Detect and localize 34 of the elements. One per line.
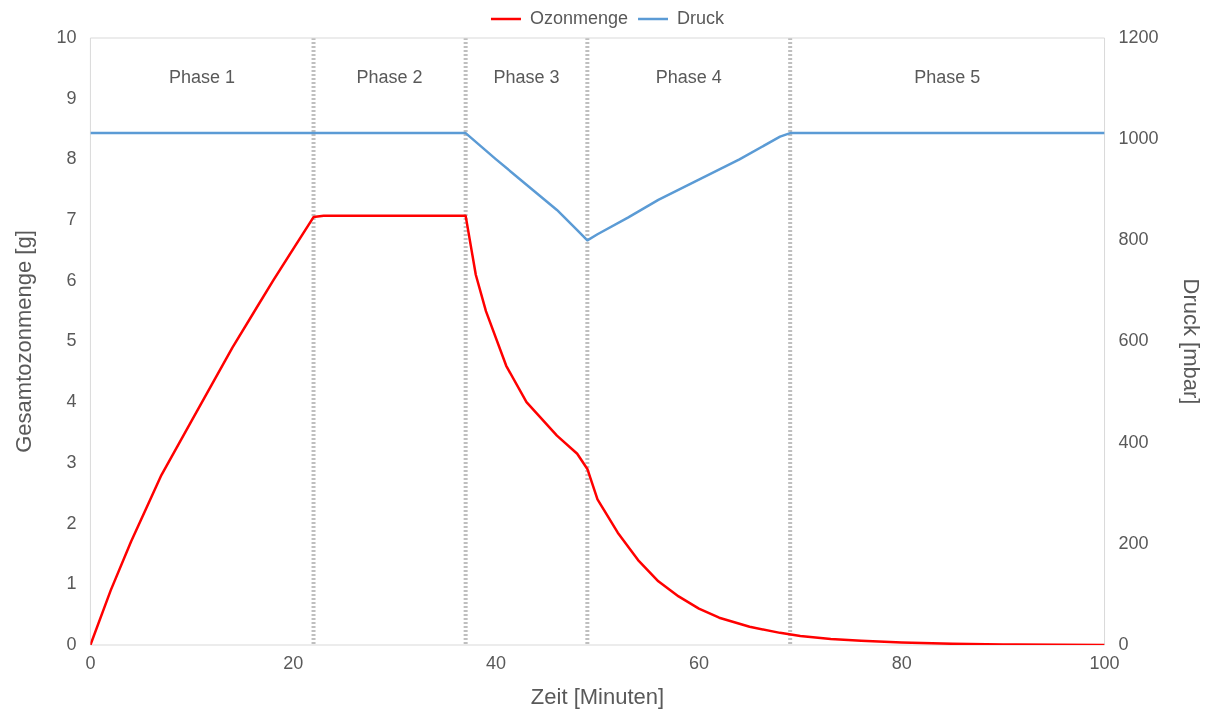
y-tick-label: 10 xyxy=(56,26,77,47)
x-axis-title: Zeit [Minuten] xyxy=(530,683,665,709)
x-tick-label: 100 xyxy=(1089,652,1120,673)
y-tick-label: 2 xyxy=(66,512,77,533)
annotation: Phase 3 xyxy=(493,66,560,87)
x-tick-label: 60 xyxy=(688,652,709,673)
y-tick-label: 7 xyxy=(66,209,77,230)
annotation: Phase 2 xyxy=(356,66,423,87)
annotation: Phase 5 xyxy=(914,66,981,87)
annotation: Phase 1 xyxy=(168,66,236,87)
y-tick-label: 0 xyxy=(66,633,77,654)
y-tick-label: 5 xyxy=(66,330,77,351)
x-tick-label: 80 xyxy=(891,652,912,673)
annotation: Phase 4 xyxy=(655,66,722,87)
y-axis-title: Gesamtozonmenge [g] xyxy=(11,230,37,453)
y-tick-label: 1 xyxy=(66,573,77,594)
y2-tick-label: 0 xyxy=(1118,633,1129,654)
x-tick-label: 40 xyxy=(486,652,507,673)
y2-tick-label: 600 xyxy=(1118,330,1149,351)
y-tick-label: 9 xyxy=(66,87,77,108)
legend-label: Ozonmenge xyxy=(529,7,629,28)
legend-label: Druck xyxy=(677,7,726,28)
y2-tick-label: 400 xyxy=(1118,431,1149,452)
y2-tick-label: 200 xyxy=(1118,532,1149,553)
y-tick-label: 3 xyxy=(66,451,77,472)
y2-tick-label: 800 xyxy=(1118,229,1149,250)
x-tick-label: 20 xyxy=(283,652,304,673)
y2-axis-title: Druck [mbar] xyxy=(1178,278,1204,405)
y2-tick-label: 1200 xyxy=(1118,26,1159,47)
y-tick-label: 4 xyxy=(66,391,77,412)
y-tick-label: 8 xyxy=(66,148,77,169)
y2-tick-label: 1000 xyxy=(1118,128,1159,149)
y-tick-label: 6 xyxy=(66,269,77,290)
x-tick-label: 0 xyxy=(85,652,96,673)
